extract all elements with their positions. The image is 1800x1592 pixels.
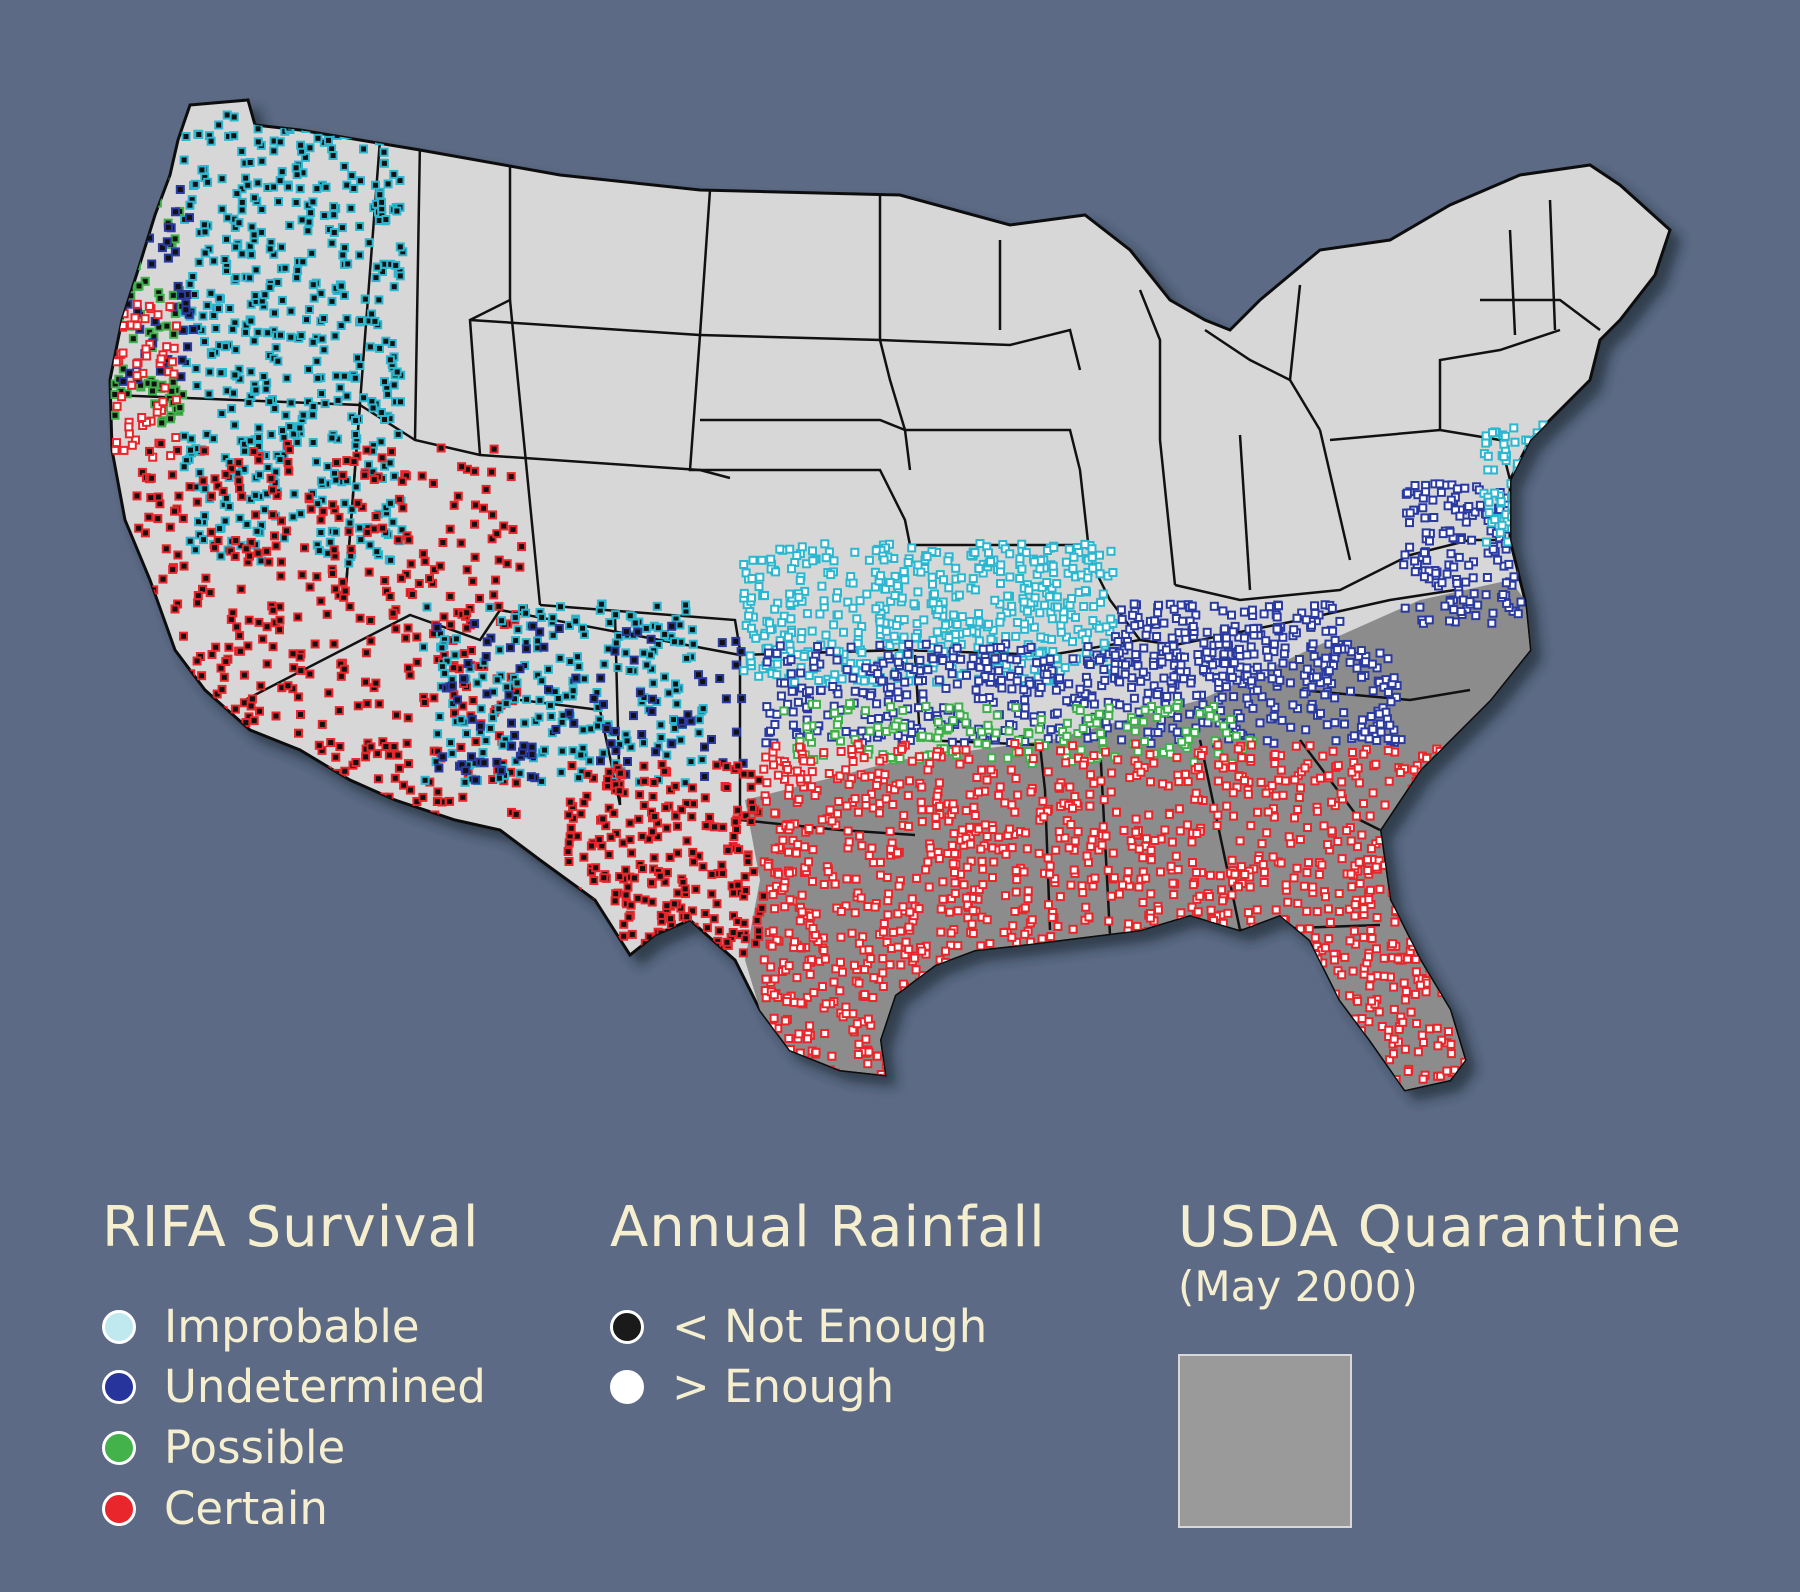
quarantine-legend-title: USDA Quarantine xyxy=(1178,1195,1682,1260)
legend-label: Certain xyxy=(164,1482,328,1535)
legend-label: > Enough xyxy=(672,1360,895,1413)
legend-item-improbable: Improbable xyxy=(102,1300,420,1353)
legend-item-enough: > Enough xyxy=(610,1360,894,1413)
survival-legend-title: RIFA Survival xyxy=(102,1195,480,1260)
legend-item-undetermined: Undetermined xyxy=(102,1360,486,1413)
certain-swatch-icon xyxy=(102,1491,136,1526)
legend-label: Undetermined xyxy=(164,1360,486,1413)
legend-item-possible: Possible xyxy=(102,1421,345,1474)
legend-label: Improbable xyxy=(164,1300,420,1353)
legend-label: Possible xyxy=(164,1421,346,1474)
us-map xyxy=(108,98,1672,1092)
possible-swatch-icon xyxy=(102,1430,136,1465)
improbable-swatch-icon xyxy=(102,1309,136,1344)
rainfall-legend-title: Annual Rainfall xyxy=(610,1195,1046,1260)
legend-item-not-enough: < Not Enough xyxy=(610,1300,987,1353)
legend-item-certain: Certain xyxy=(102,1482,328,1535)
enough-swatch-icon xyxy=(610,1369,644,1404)
legend-label: < Not Enough xyxy=(672,1300,988,1353)
quarantine-swatch xyxy=(1178,1354,1352,1528)
not-enough-swatch-icon xyxy=(610,1309,644,1344)
quarantine-legend-subtitle: (May 2000) xyxy=(1178,1262,1418,1311)
undetermined-swatch-icon xyxy=(102,1369,136,1404)
